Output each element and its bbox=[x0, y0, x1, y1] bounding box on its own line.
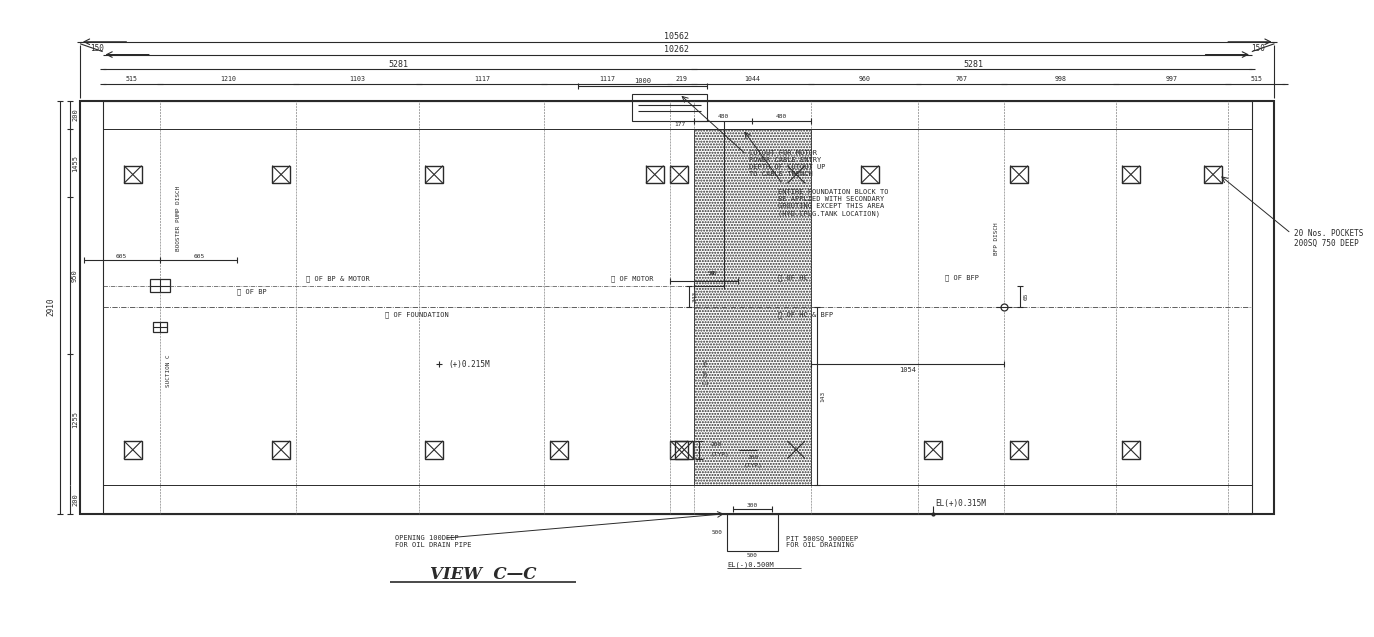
Text: ℄ OF HC: ℄ OF HC bbox=[703, 359, 709, 383]
Bar bbox=[80, 101, 1275, 513]
Bar bbox=[272, 166, 290, 183]
Bar bbox=[1010, 166, 1028, 183]
Bar bbox=[787, 166, 805, 183]
Text: 200: 200 bbox=[71, 109, 78, 122]
Text: SUCTION C: SUCTION C bbox=[166, 355, 170, 387]
Text: 515: 515 bbox=[1250, 76, 1263, 82]
Text: 767: 767 bbox=[955, 76, 967, 82]
Text: 605: 605 bbox=[194, 254, 205, 259]
Text: 1210: 1210 bbox=[220, 76, 236, 82]
Text: 1044: 1044 bbox=[745, 76, 760, 82]
Text: PIT 500SQ 500DEEP
FOR OIL DRAINING: PIT 500SQ 500DEEP FOR OIL DRAINING bbox=[786, 534, 859, 548]
Bar bbox=[671, 166, 688, 183]
Text: 80: 80 bbox=[710, 271, 717, 276]
Bar bbox=[124, 166, 142, 183]
Text: ℄ OF BP: ℄ OF BP bbox=[238, 288, 267, 295]
Text: 5281: 5281 bbox=[963, 60, 982, 69]
Text: 343: 343 bbox=[692, 290, 698, 302]
Text: EL(+)0.315M: EL(+)0.315M bbox=[936, 499, 987, 508]
Text: EL(-)0.500M: EL(-)0.500M bbox=[727, 561, 774, 568]
Text: 177: 177 bbox=[675, 122, 686, 127]
Text: 200: 200 bbox=[71, 493, 78, 506]
Bar bbox=[1123, 441, 1139, 459]
Text: 65: 65 bbox=[1024, 292, 1029, 300]
Text: 5281: 5281 bbox=[389, 60, 408, 69]
Text: 150: 150 bbox=[89, 44, 104, 53]
Text: 1054: 1054 bbox=[899, 367, 916, 373]
Text: ℄ OF BP & MOTOR: ℄ OF BP & MOTOR bbox=[306, 275, 370, 282]
Bar bbox=[425, 166, 442, 183]
Text: ℄ OF MOTOR: ℄ OF MOTOR bbox=[611, 275, 654, 282]
Text: (+)0.215M: (+)0.215M bbox=[449, 360, 491, 369]
Text: 1117: 1117 bbox=[474, 76, 491, 82]
Text: 219: 219 bbox=[676, 76, 688, 82]
Text: (TYP): (TYP) bbox=[710, 452, 730, 457]
Text: 480: 480 bbox=[717, 114, 728, 119]
Text: 10562: 10562 bbox=[664, 32, 690, 41]
Text: 300: 300 bbox=[747, 503, 758, 508]
Text: 200: 200 bbox=[710, 442, 723, 447]
Bar bbox=[646, 166, 664, 183]
Bar bbox=[676, 441, 692, 459]
Bar bbox=[272, 441, 290, 459]
Text: 480: 480 bbox=[776, 114, 787, 119]
Text: 20 Nos. POCKETS
200SQ 750 DEEP: 20 Nos. POCKETS 200SQ 750 DEEP bbox=[1294, 229, 1363, 248]
Bar bbox=[154, 322, 168, 332]
Text: CUTOUT FOR MOTOR
POWER CABLE ENTRY
DEPTH OF CUTOUT UP
TO CABLE TRENCH: CUTOUT FOR MOTOR POWER CABLE ENTRY DEPTH… bbox=[749, 150, 824, 177]
Text: 997: 997 bbox=[1167, 76, 1178, 82]
Text: (TYP): (TYP) bbox=[743, 463, 763, 468]
Text: 10262: 10262 bbox=[664, 45, 690, 54]
Bar bbox=[671, 441, 688, 459]
Text: 998: 998 bbox=[1054, 76, 1066, 82]
Text: BOOSTER PUMP DISCH: BOOSTER PUMP DISCH bbox=[176, 186, 180, 252]
Bar bbox=[551, 441, 567, 459]
Bar bbox=[425, 441, 442, 459]
Bar bbox=[861, 166, 879, 183]
Bar bbox=[151, 278, 170, 292]
Text: 200: 200 bbox=[747, 455, 758, 460]
Text: 500: 500 bbox=[712, 530, 721, 535]
Bar bbox=[1204, 166, 1221, 183]
Text: 1255: 1255 bbox=[71, 412, 78, 428]
Text: 605: 605 bbox=[115, 254, 126, 259]
Text: ℄ OF HC & BFP: ℄ OF HC & BFP bbox=[778, 311, 833, 318]
Bar bbox=[727, 513, 778, 551]
Text: ENTIRE FOUNDATION BLOCK TO
BE APPLIED WITH SECONDARY
GROUTING EXCEPT THIS AREA
(: ENTIRE FOUNDATION BLOCK TO BE APPLIED WI… bbox=[778, 189, 889, 217]
Text: OPENING 100DEEP
FOR OIL DRAIN PIPE: OPENING 100DEEP FOR OIL DRAIN PIPE bbox=[394, 534, 471, 548]
Text: VIEW  C—C: VIEW C—C bbox=[430, 566, 536, 583]
Bar bbox=[1010, 441, 1028, 459]
Text: 1117: 1117 bbox=[599, 76, 616, 82]
Text: 2910: 2910 bbox=[47, 298, 55, 317]
Text: 150: 150 bbox=[1250, 44, 1264, 53]
Text: 1103: 1103 bbox=[349, 76, 365, 82]
Text: 500: 500 bbox=[747, 554, 758, 559]
Bar bbox=[103, 101, 1252, 513]
Text: 960: 960 bbox=[859, 76, 871, 82]
Text: 54: 54 bbox=[708, 271, 716, 276]
Text: ℄ OF HC: ℄ OF HC bbox=[778, 275, 808, 281]
Bar bbox=[632, 94, 706, 122]
Text: 1000: 1000 bbox=[633, 78, 651, 84]
Text: 950: 950 bbox=[71, 269, 78, 282]
Bar bbox=[787, 441, 805, 459]
Bar bbox=[1123, 166, 1139, 183]
Text: BFP DISCH: BFP DISCH bbox=[993, 222, 999, 255]
Text: 515: 515 bbox=[125, 76, 137, 82]
Text: ℄ OF FOUNDATION: ℄ OF FOUNDATION bbox=[385, 311, 448, 318]
Bar bbox=[925, 441, 943, 459]
Bar bbox=[124, 441, 142, 459]
Text: 1455: 1455 bbox=[71, 155, 78, 172]
Bar bbox=[694, 129, 811, 485]
Text: 143: 143 bbox=[820, 390, 826, 402]
Text: ℄ OF BFP: ℄ OF BFP bbox=[945, 275, 980, 281]
